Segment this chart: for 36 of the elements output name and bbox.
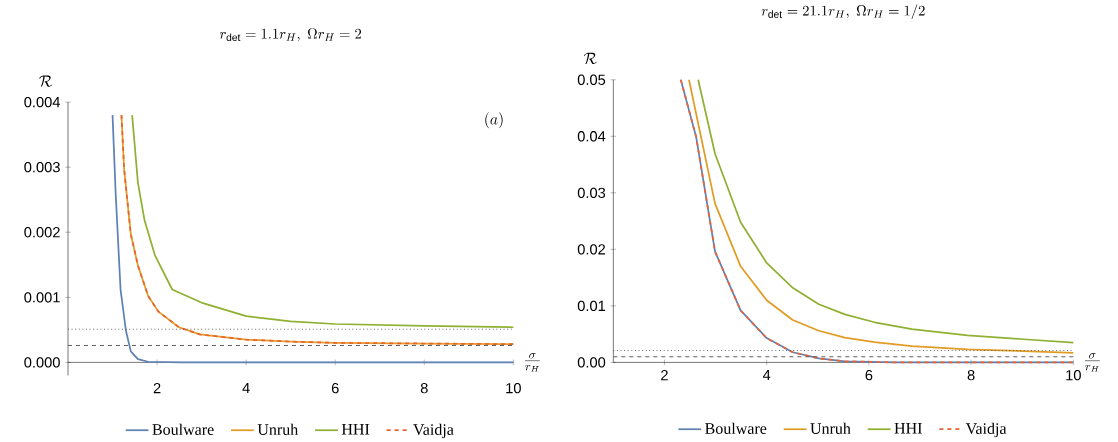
x-tick-label: 6 (865, 369, 873, 381)
x-tick-label: 10 (1066, 369, 1081, 381)
y-tick-label: 0.002 (24, 227, 60, 238)
x-axis-title: $\frac{\sigma}{r_H}$ (1084, 353, 1100, 372)
x-tick-label: 6 (331, 382, 339, 394)
y-axis-title: $\mathcal{R}$ (583, 52, 597, 65)
y-tick-label: 0.02 (577, 244, 606, 255)
x-tick-label: 8 (420, 382, 428, 394)
y-tick-label: 0.000 (24, 357, 60, 368)
legend-label: Vaidja (413, 423, 454, 439)
legend-label: Vaidja (965, 422, 1007, 438)
y-axis-title: $\mathcal{R}$ (39, 75, 53, 87)
x-axis-title: $\frac{\sigma}{r_H}$ (524, 353, 540, 372)
legend-label: HHI (341, 423, 370, 435)
legend-label: Unruh (810, 422, 851, 434)
x-tick-label: 10 (506, 382, 521, 394)
y-tick-label: 0.01 (577, 300, 606, 312)
legend-label: Boulware (152, 423, 214, 435)
x-tick-label: 8 (967, 369, 975, 381)
chart-title: $r_{\mathrm{det}}=21.1r_H,\ \Omega r_H=1/2$ (761, 4, 925, 19)
x-tick-label: 2 (661, 369, 668, 381)
x-tick-label: 4 (242, 382, 250, 394)
legend-label: HHI (894, 422, 922, 434)
x-tick-label: 4 (762, 369, 771, 381)
annotation: $(a)$ (485, 112, 503, 129)
y-tick-label: 0.05 (577, 74, 606, 85)
y-tick-label: 0.004 (24, 96, 61, 108)
legend-label: Unruh (257, 423, 298, 435)
chart-title: $r_{\mathrm{det}}=1.1r_H,\ \Omega r_H=2$ (219, 28, 362, 42)
y-tick-label: 0.04 (577, 131, 606, 142)
x-tick-label: 2 (153, 382, 161, 394)
legend-label: Boulware (705, 422, 767, 434)
y-tick-label: 0.003 (24, 161, 60, 173)
y-tick-label: 0.03 (577, 187, 606, 198)
y-tick-label: 0.001 (24, 292, 60, 303)
y-tick-label: 0.00 (577, 357, 606, 368)
